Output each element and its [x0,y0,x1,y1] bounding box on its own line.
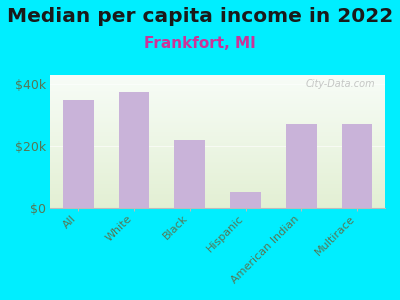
Bar [342,124,372,208]
Text: Median per capita income in 2022: Median per capita income in 2022 [7,8,393,26]
Bar [63,100,94,208]
Bar [230,192,261,208]
Bar [286,124,317,208]
Text: Frankfort, MI: Frankfort, MI [144,36,256,51]
Text: City-Data.com: City-Data.com [305,79,375,89]
Bar [174,140,205,208]
Bar [119,92,149,208]
